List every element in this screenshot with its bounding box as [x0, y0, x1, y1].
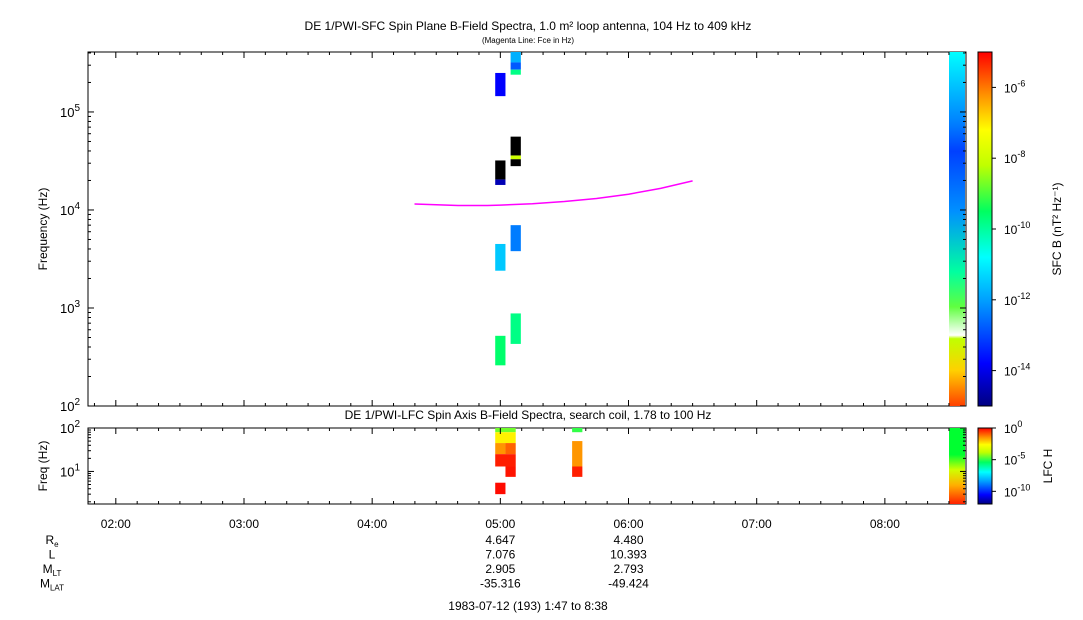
sfc-spectrum-cell	[510, 136, 521, 156]
lfc-panel: 101 102 Freq (Hz) 02:00 03:00 04:00 05:00 06:…	[36, 52, 967, 531]
sfc-spectrum-cell	[510, 159, 521, 167]
sfc-panel: 102 103 104 105 Frequency (Hz)	[36, 51, 967, 414]
sfc-ytick-label: 103	[60, 299, 80, 316]
ephemeris-label: MLAT	[40, 577, 64, 593]
sfc-spectrum-cell	[510, 52, 521, 63]
x-tick-label: 03:00	[229, 517, 259, 531]
sfc-spectrum-cell	[495, 335, 506, 366]
ephemeris-value: 7.076	[485, 548, 515, 562]
lfc-colorbar-label: LFC H	[1041, 449, 1055, 484]
ephemeris-label: L	[49, 548, 56, 562]
lfc-ytick-label: 102	[60, 419, 80, 436]
lfc-plot-area	[87, 427, 967, 505]
sfc-edge-spectrum	[949, 52, 965, 406]
lfc-spectrum-cell	[505, 466, 516, 477]
sfc-colorbar-tick: 10-8	[1004, 149, 1025, 166]
sfc-plot-area	[87, 51, 967, 407]
time-range-footer: 1983-07-12 (193) 1:47 to 8:38	[448, 599, 608, 613]
sfc-colorbar-tick: 10-14	[1004, 362, 1030, 379]
sfc-spectrum-cell	[510, 155, 521, 160]
lfc-colorbar-tick: 10-10	[1004, 482, 1030, 499]
sfc-spectrum-cell	[495, 72, 506, 97]
sfc-spectrum-cell	[495, 160, 506, 180]
x-tick-label: 06:00	[613, 517, 643, 531]
ephemeris-value: 2.793	[613, 562, 643, 576]
lfc-spectrum-cell	[572, 428, 583, 433]
lfc-ylabel: Freq (Hz)	[36, 441, 50, 492]
ephemeris-value: 2.905	[485, 562, 515, 576]
sfc-colorbar-tick: 10-12	[1004, 291, 1030, 308]
lfc-edge-spectrum	[949, 428, 965, 504]
sfc-colorbar-tick: 10-10	[1004, 220, 1030, 237]
lfc-title: DE 1/PWI-LFC Spin Axis B-Field Spectra, …	[345, 408, 712, 422]
sfc-spectrum-cell	[495, 243, 506, 271]
sfc-spectrum-cell	[510, 69, 521, 75]
sfc-spectrum-cell	[510, 313, 521, 344]
fce-line	[414, 180, 693, 207]
x-tick-label: 05:00	[485, 517, 515, 531]
ephemeris-label: MLT	[43, 562, 62, 578]
main-title: DE 1/PWI-SFC Spin Plane B-Field Spectra,…	[305, 19, 752, 33]
lfc-spectrum-cell	[495, 428, 516, 433]
lfc-spectrum-cell	[495, 482, 506, 495]
x-tick-label: 07:00	[742, 517, 772, 531]
x-tick-label: 08:00	[870, 517, 900, 531]
lfc-colorbar-tick: 10-5	[1004, 451, 1025, 468]
sfc-ylabel: Frequency (Hz)	[36, 188, 50, 271]
sfc-colorbar-tick: 10-6	[1004, 78, 1025, 95]
sfc-spectrum-cell	[510, 62, 521, 70]
ephemeris-label: Re	[45, 533, 59, 549]
ephemeris-value: -49.424	[608, 577, 649, 591]
sfc-spectrum-cell	[510, 225, 521, 252]
sfc-ytick-label: 105	[60, 103, 80, 120]
lfc-spectrum-cell	[495, 432, 516, 444]
lfc-spectrum-cell	[505, 443, 516, 455]
sfc-spectrum-cell	[495, 179, 506, 185]
main-subtitle: (Magenta Line: Fce in Hz)	[482, 36, 574, 45]
ephemeris-table: Re 4.647 4.480 L 7.076 10.393 MLT 2.905 2.793 MLA…	[40, 533, 649, 593]
lfc-colorbar: 100 10-5 10-10 LFC H	[977, 419, 1055, 505]
lfc-spectrum-cell	[495, 454, 516, 467]
lfc-spectrum-cell	[572, 441, 583, 467]
x-tick-label: 04:00	[357, 517, 387, 531]
ephemeris-value: 4.480	[613, 533, 643, 547]
sfc-ytick-label: 102	[60, 397, 80, 414]
ephemeris-value: -35.316	[480, 577, 521, 591]
x-tick-label: 02:00	[101, 517, 131, 531]
lfc-colorbar-tick: 100	[1004, 419, 1022, 436]
ephemeris-value: 10.393	[610, 548, 647, 562]
lfc-spectrum-cell	[495, 443, 506, 455]
lfc-ytick-label: 101	[60, 462, 80, 479]
sfc-colorbar-label: SFC B (nT² Hz⁻¹)	[1050, 183, 1064, 276]
lfc-spectrum-cell	[572, 466, 583, 477]
sfc-ytick-label: 104	[60, 201, 80, 218]
ephemeris-value: 4.647	[485, 533, 515, 547]
sfc-colorbar: 10-6 10-8 10-10 10-12 10-14 SFC B (nT² Hz⁻¹)	[977, 51, 1064, 407]
